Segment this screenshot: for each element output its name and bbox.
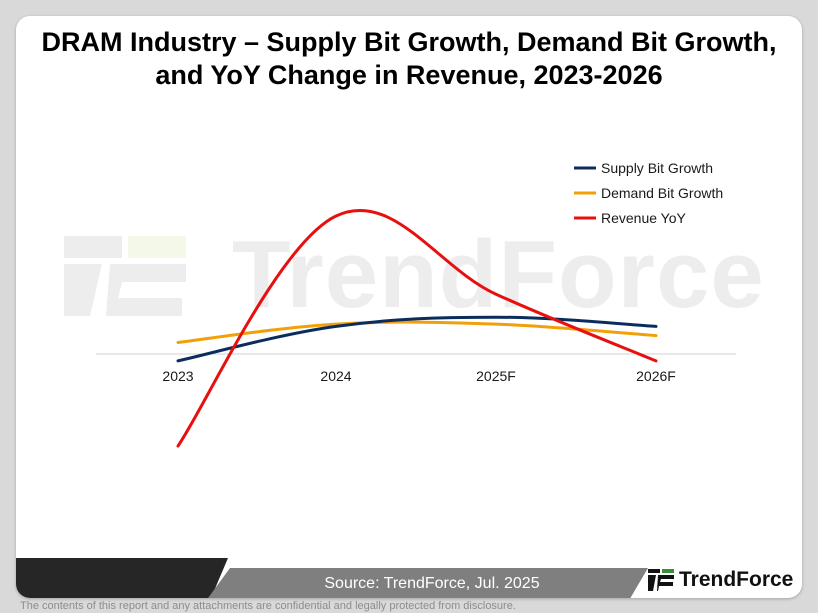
watermark: TrendForce [62, 220, 782, 330]
series-line-revenue-yoy [176, 208, 658, 448]
chart-title-line-2: and YoY Change in Revenue, 2023-2026 [155, 60, 663, 90]
footer-grey-band [208, 568, 648, 598]
brand-name: TrendForce [679, 568, 794, 591]
legend-label: Revenue YoY [601, 210, 687, 226]
chart-title-line-1: DRAM Industry – Supply Bit Growth, Deman… [41, 27, 777, 57]
chart-card: DRAM Industry – Supply Bit Growth, Deman… [16, 16, 802, 598]
x-tick-label-2025f: 2025F [476, 368, 516, 384]
watermark-text: TrendForce [232, 221, 765, 328]
legend-label: Supply Bit Growth [601, 160, 713, 176]
x-tick-label-2026f: 2026F [636, 368, 676, 384]
line-chart: 2023 2024 2025F 2026F Supply Bit Growth Dema… [96, 160, 736, 448]
footer-dark-band [16, 558, 228, 598]
x-tick-label-2024: 2024 [320, 368, 351, 384]
legend: Supply Bit Growth Demand Bit Growth Revenu… [574, 160, 723, 226]
series-line-supply-bit-growth [176, 315, 658, 363]
legend-item-supply-bit-growth: Supply Bit Growth [574, 160, 713, 176]
legend-item-demand-bit-growth: Demand Bit Growth [574, 185, 723, 201]
brand-logo: TrendForce [648, 565, 793, 595]
trendforce-logo-icon [648, 569, 674, 591]
legend-item-revenue-yoy: Revenue YoY [574, 210, 687, 226]
series-layer [176, 208, 658, 448]
x-tick-labels: 2023 2024 2025F 2026F [162, 368, 675, 384]
disclaimer-text: The contents of this report and any atta… [20, 600, 516, 612]
watermark-logo-icon [64, 236, 186, 316]
source-note: Source: TrendForce, Jul. 2025 [324, 575, 540, 592]
series-line-demand-bit-growth [176, 320, 658, 344]
legend-label: Demand Bit Growth [601, 185, 723, 201]
chart-title: DRAM Industry – Supply Bit Growth, Deman… [16, 26, 802, 92]
x-tick-label-2023: 2023 [162, 368, 193, 384]
